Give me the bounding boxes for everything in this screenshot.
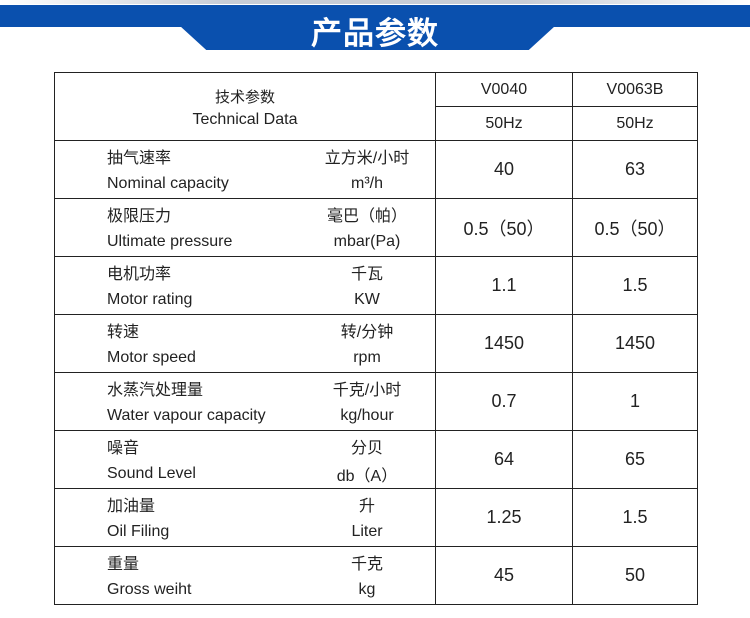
value-v0040: 0.7 [435,372,573,431]
unit-zh: 立方米/小时 [324,149,410,167]
header-label-en: Technical Data [192,111,298,128]
model-header: V0063B [572,72,698,107]
value-v0063b: 1 [572,372,698,431]
parameter-name-zh: 转速 [107,323,140,341]
value-v0063b: 1.5 [572,488,698,547]
table-row: 水蒸汽处理量 千克/小时 Water vapour capacity kg/ho… [54,372,698,431]
value-v0040: 1450 [435,314,573,373]
frequency-cell: 50Hz [435,106,573,141]
unit-zh: 千克 [350,555,383,573]
unit-en: db（A） [336,467,398,485]
parameter-name-zh: 噪音 [107,439,140,457]
page-title: 产品参数 [311,16,439,52]
parameter-cell: 转速 转/分钟 Motor speed rpm [54,314,436,373]
title-banner-tab [180,26,555,50]
parameter-name-zh: 水蒸汽处理量 [107,381,204,399]
parameter-name-en: Motor rating [107,290,193,308]
parameter-name-zh: 加油量 [107,497,156,515]
value-v0063b: 1450 [572,314,698,373]
value-v0040: 1.25 [435,488,573,547]
parameter-cell: 电机功率 千瓦 Motor rating KW [54,256,436,315]
value-v0040: 64 [435,430,573,489]
unit-zh: 千克/小时 [332,381,402,399]
value-v0063b: 50 [572,546,698,605]
value-v0040: 40 [435,140,573,199]
value-v0063b: 63 [572,140,698,199]
parameter-cell: 抽气速率 立方米/小时 Nominal capacity m³/h [54,140,436,199]
header-label: 技术参数 Technical Data [54,72,436,141]
unit-en: mbar(Pa) [333,232,401,250]
parameter-name-en: Water vapour capacity [107,406,266,424]
unit-zh: 转/分钟 [340,323,394,341]
value-v0063b: 0.5（50） [572,198,698,257]
parameter-name-en: Motor speed [107,348,196,366]
header-label-zh: 技术参数 [214,89,275,106]
table-row: 重量 千克 Gross weiht kg 45 50 [54,546,698,605]
parameter-name-en: Sound Level [107,464,196,482]
unit-zh: 毫巴（帕） [326,207,407,225]
table-row: 加油量 升 Oil Filing Liter 1.25 1.5 [54,488,698,547]
table-row: 极限压力 毫巴（帕） Ultimate pressure mbar(Pa) 0.… [54,198,698,257]
parameter-name-zh: 极限压力 [107,207,172,225]
title-banner [0,5,750,27]
unit-en: rpm [353,348,381,366]
parameter-cell: 极限压力 毫巴（帕） Ultimate pressure mbar(Pa) [54,198,436,257]
table-row: 噪音 分贝 Sound Level db（A） 64 65 [54,430,698,489]
unit-zh: 千瓦 [350,265,383,283]
parameter-cell: 水蒸汽处理量 千克/小时 Water vapour capacity kg/ho… [54,372,436,431]
table-row: 电机功率 千瓦 Motor rating KW 1.1 1.5 [54,256,698,315]
parameter-name-zh: 电机功率 [107,265,172,283]
unit-zh: 升 [358,497,375,515]
value-v0063b: 65 [572,430,698,489]
value-v0063b: 1.5 [572,256,698,315]
parameter-name-zh: 抽气速率 [107,149,172,167]
unit-en: m³/h [351,174,383,192]
parameter-name-en: Oil Filing [107,522,170,540]
table-row: 抽气速率 立方米/小时 Nominal capacity m³/h 40 63 [54,140,698,199]
value-v0040: 0.5（50） [435,198,573,257]
unit-en: KW [354,290,380,308]
parameter-name-en: Gross weiht [107,580,192,598]
parameter-name-en: Ultimate pressure [107,232,233,250]
frequency-cell: 50Hz [572,106,698,141]
unit-en: Liter [351,522,383,540]
parameter-name-en: Nominal capacity [107,174,229,192]
unit-en: kg [358,580,376,598]
parameter-cell: 重量 千克 Gross weiht kg [54,546,436,605]
model-header: V0040 [435,72,573,107]
top-divider [0,0,750,4]
value-v0040: 45 [435,546,573,605]
table-row: 转速 转/分钟 Motor speed rpm 1450 1450 [54,314,698,373]
unit-zh: 分贝 [350,439,383,457]
unit-en: kg/hour [340,406,394,424]
spec-table: 技术参数 Technical Data V0040 V0063B 50Hz 50… [54,72,698,605]
parameter-cell: 噪音 分贝 Sound Level db（A） [54,430,436,489]
value-v0040: 1.1 [435,256,573,315]
parameter-name-zh: 重量 [107,555,140,573]
parameter-cell: 加油量 升 Oil Filing Liter [54,488,436,547]
